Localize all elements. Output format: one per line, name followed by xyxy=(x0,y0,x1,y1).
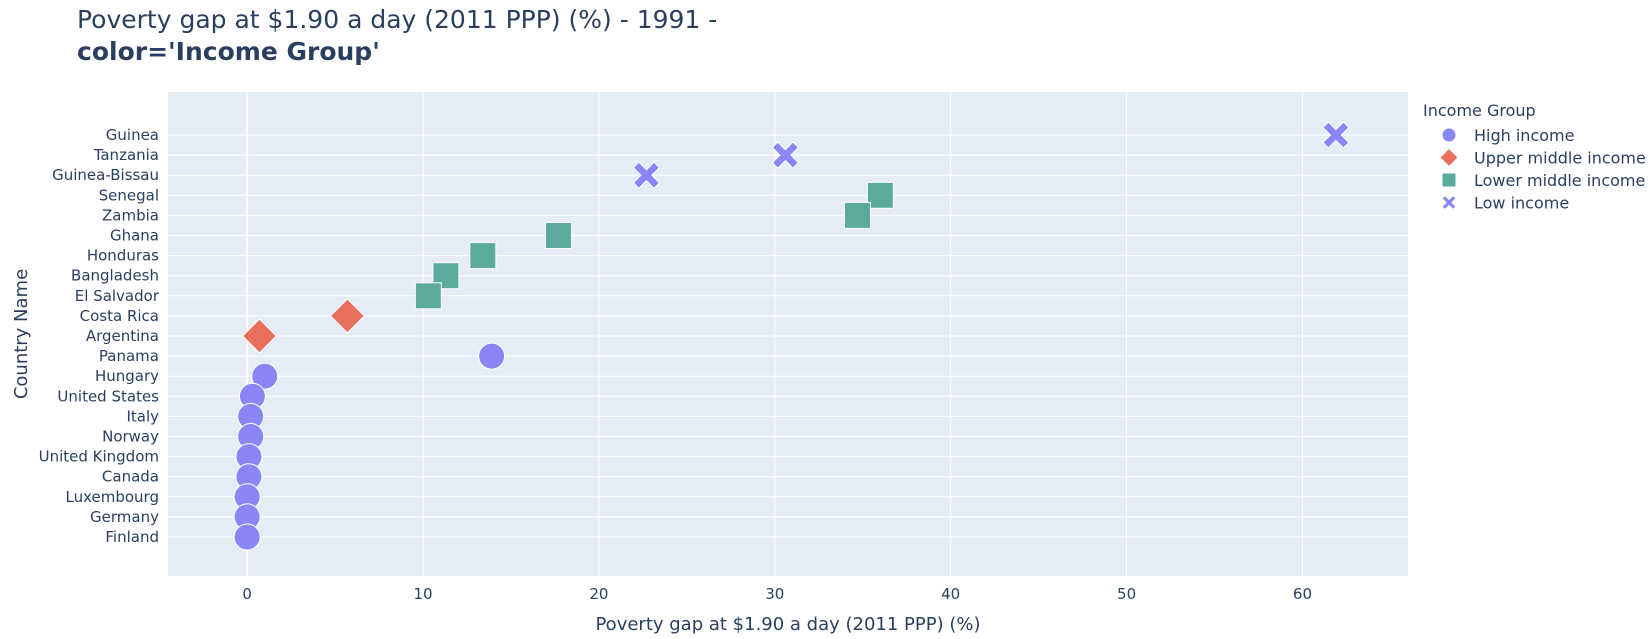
data-point-tanzania xyxy=(771,141,800,169)
y-tick-label: Bangladesh xyxy=(71,267,159,285)
y-tick-label: Zambia xyxy=(102,206,159,224)
x-tick-label: 0 xyxy=(242,585,252,603)
x-tick-label: 30 xyxy=(765,585,784,603)
x-tick-label: 20 xyxy=(589,585,608,603)
x-tick-label: 60 xyxy=(1293,585,1312,603)
legend-marker xyxy=(1439,147,1459,168)
legend-item-label: Upper middle income xyxy=(1474,149,1646,168)
data-point-bangladesh xyxy=(432,262,460,290)
data-point-hungary xyxy=(251,362,279,390)
y-tick-label: El Salvador xyxy=(75,287,160,305)
plot-area xyxy=(168,92,1408,576)
tick-labels: Guinea Tanzania Guinea-Bissau Senegal Zambia… xyxy=(39,126,1312,603)
x-axis-title: Poverty gap at $1.90 a day (2011 PPP) (%… xyxy=(595,614,980,635)
y-tick-label: Canada xyxy=(102,468,159,486)
y-tick-label: United Kingdom xyxy=(39,448,159,466)
legend-marker xyxy=(1441,127,1457,143)
y-tick-label: Luxembourg xyxy=(66,488,160,506)
data-point-guinea-bissau xyxy=(632,161,661,189)
y-tick-label: Tanzania xyxy=(93,146,159,164)
y-tick-label: Panama xyxy=(99,347,159,365)
x-tick-label: 50 xyxy=(1117,585,1136,603)
legend-item-label: High income xyxy=(1474,126,1574,145)
y-tick-label: Italy xyxy=(126,407,159,425)
y-axis-title: Country Name xyxy=(11,269,32,399)
data-point-el-salvador xyxy=(414,282,442,310)
data-point-ghana xyxy=(544,222,572,249)
data-point-panama xyxy=(478,342,506,370)
x-tick-label: 10 xyxy=(413,585,432,603)
chart-title: Poverty gap at $1.90 a day (2011 PPP) (%… xyxy=(77,5,717,34)
y-tick-label: Costa Rica xyxy=(80,307,159,325)
y-tick-label: Ghana xyxy=(110,227,159,245)
chart-subtitle: color='Income Group' xyxy=(77,37,380,66)
data-point-costa-rica xyxy=(329,298,366,334)
y-tick-label: Guinea xyxy=(106,126,159,144)
y-tick-label: Norway xyxy=(102,428,159,446)
data-point-argentina xyxy=(241,318,278,354)
y-tick-label: Argentina xyxy=(86,327,159,345)
y-tick-label: Hungary xyxy=(95,367,159,385)
legend-title: Income Group xyxy=(1423,101,1536,120)
data-point-guinea xyxy=(1322,121,1350,149)
x-tick-label: 40 xyxy=(941,585,960,603)
data-markers xyxy=(233,121,1350,551)
legend-item-label: Low income xyxy=(1474,194,1569,213)
y-tick-label: Germany xyxy=(90,508,159,526)
y-tick-label: Honduras xyxy=(87,247,159,265)
data-point-senegal xyxy=(866,181,894,209)
legend: High income Upper middle income Lower midd… xyxy=(1439,126,1646,213)
y-tick-label: Senegal xyxy=(99,186,159,204)
y-tick-label: Guinea-Bissau xyxy=(52,166,159,184)
y-tick-label: United States xyxy=(57,387,159,405)
data-point-honduras xyxy=(469,242,497,270)
y-tick-label: Finland xyxy=(105,528,159,546)
legend-marker xyxy=(1441,172,1457,188)
data-point-finland xyxy=(233,523,261,551)
legend-marker xyxy=(1441,194,1457,211)
data-point-zambia xyxy=(843,201,871,229)
legend-item-label: Lower middle income xyxy=(1474,171,1645,190)
